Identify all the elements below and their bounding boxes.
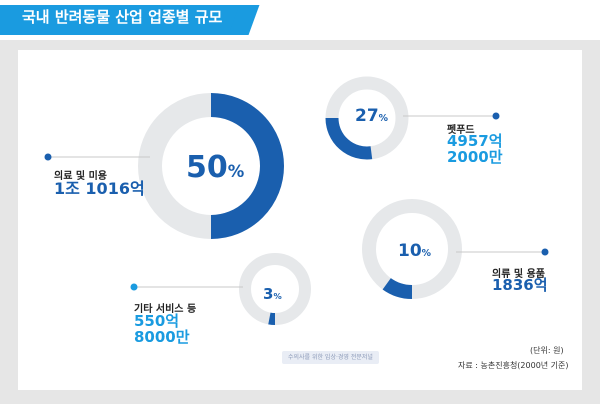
value-label-medical: 1조 1016억 bbox=[54, 179, 145, 198]
source-note: 자료 : 농촌진흥청(2000년 기준) bbox=[458, 361, 569, 370]
chart-title: 국내 반려동물 산업 업종별 규모 bbox=[22, 8, 223, 26]
category-label-clothing: 의류 및 용품 bbox=[492, 269, 545, 280]
ring-arc-service bbox=[268, 312, 276, 325]
pct-label-clothing: 10% bbox=[398, 241, 432, 261]
ring-arc-petfood bbox=[325, 117, 373, 160]
leader-dot-service bbox=[130, 283, 138, 291]
category-label-medical: 의료 및 미용 bbox=[54, 171, 107, 182]
pct-label-service: 3% bbox=[263, 285, 282, 303]
value-label-service-line1: 550억 bbox=[134, 312, 180, 330]
leader-dot-petfood bbox=[492, 112, 500, 120]
pct-label-medical: 50% bbox=[186, 150, 245, 185]
category-label-petfood: 펫푸드 bbox=[447, 125, 475, 136]
leader-dot-medical bbox=[44, 153, 52, 161]
value-label-petfood-line2: 2000만 bbox=[447, 148, 503, 166]
chart-panel bbox=[18, 50, 582, 390]
category-label-service: 기타 서비스 등 bbox=[134, 304, 197, 315]
ring-arc-medical bbox=[210, 93, 284, 239]
title-bar: 국내 반려동물 산업 업종별 규모 bbox=[0, 0, 600, 40]
unit-note: (단위: 원) bbox=[530, 346, 564, 355]
ring-arc-clothing bbox=[382, 277, 413, 299]
pct-label-petfood: 27% bbox=[355, 106, 389, 126]
title-chip bbox=[0, 5, 260, 35]
value-label-service-line2: 8000만 bbox=[134, 328, 190, 346]
value-label-petfood-line1: 4957억 bbox=[447, 132, 503, 150]
publisher-badge: 수의사를 위한 임상·경영 전문저널 bbox=[282, 351, 379, 364]
value-label-clothing: 1836억 bbox=[492, 276, 548, 294]
leader-dot-clothing bbox=[541, 248, 549, 256]
